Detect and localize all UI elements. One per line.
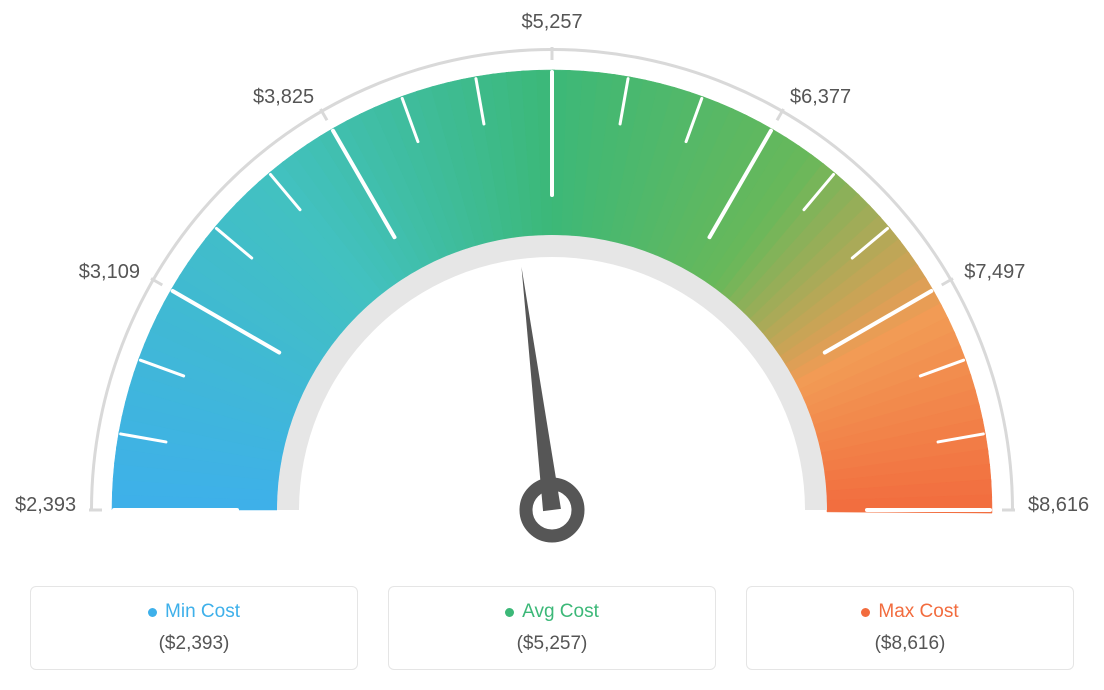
legend-value: ($8,616): [875, 633, 946, 655]
legend-label: Min Cost: [165, 601, 240, 623]
legend-title: Min Cost: [148, 601, 240, 623]
gauge-tick-label: $2,393: [15, 494, 76, 517]
legend-dot-icon: [861, 608, 870, 617]
gauge-chart-container: $2,393 $3,109 $3,825 $5,257 $6,377 $7,497 $8,6…: [0, 0, 1104, 690]
legend-row: Min Cost ($2,393) Avg Cost ($5,257) Max Cost…: [0, 586, 1104, 670]
legend-dot-icon: [505, 608, 514, 617]
gauge-area: $2,393 $3,109 $3,825 $5,257 $6,377 $7,497 $8,6…: [0, 0, 1104, 560]
legend-title: Max Cost: [861, 601, 958, 623]
legend-dot-icon: [148, 608, 157, 617]
legend-label: Max Cost: [878, 601, 958, 623]
gauge-tick-label: $5,257: [522, 11, 583, 34]
gauge-tick-label: $3,825: [253, 86, 314, 109]
legend-card: Avg Cost ($5,257): [388, 586, 716, 670]
legend-value: ($2,393): [159, 633, 230, 655]
legend-title: Avg Cost: [505, 601, 599, 623]
gauge-tick-label: $8,616: [1028, 494, 1089, 517]
gauge-tick-label: $6,377: [790, 86, 851, 109]
legend-value: ($5,257): [517, 633, 588, 655]
legend-label: Avg Cost: [522, 601, 599, 623]
legend-card: Max Cost ($8,616): [746, 586, 1074, 670]
gauge-tick-label: $7,497: [964, 261, 1025, 284]
gauge-svg: [0, 0, 1104, 560]
gauge-tick-label: $3,109: [79, 261, 140, 284]
legend-card: Min Cost ($2,393): [30, 586, 358, 670]
